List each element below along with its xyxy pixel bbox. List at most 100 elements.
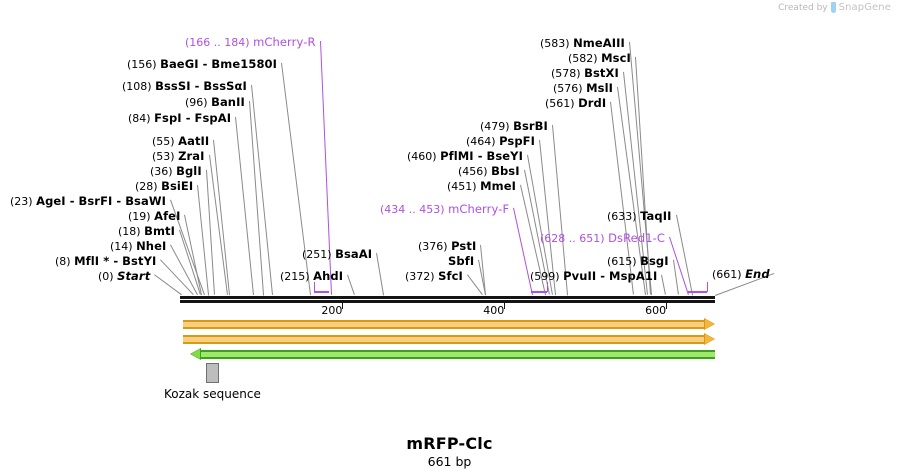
ruler-tick-label-400: 400 <box>483 304 505 317</box>
enzyme-label-mmei[interactable]: (451) MmeI <box>447 180 516 193</box>
enzyme-label-mcherry-r[interactable]: (166 .. 184) mCherry-R <box>185 36 316 49</box>
label-position-msli: (576) <box>553 82 587 95</box>
enzyme-label-mfli-bstyi[interactable]: (8) MflI * - BstYI <box>55 255 156 268</box>
enzyme-label-bgli[interactable]: (36) BglI <box>150 165 202 178</box>
enzyme-label-pflmi-bseyi[interactable]: (460) PflMI - BseYI <box>407 150 523 163</box>
enzyme-label-sfci[interactable]: (372) SfcI <box>405 270 463 283</box>
enzyme-label-bsrbi[interactable]: (479) BsrBI <box>480 120 548 133</box>
label-name-pflmi-bseyi-0: PflMI <box>440 149 474 163</box>
enzyme-label-afei[interactable]: (19) AfeI <box>128 210 180 223</box>
enzyme-label-baegi-bme1580i[interactable]: (156) BaeGI - Bme1580I <box>127 58 277 71</box>
label-name-bbsi-0: BbsI <box>491 164 520 178</box>
enzyme-label-bsgi[interactable]: (615) BsgI <box>607 255 669 268</box>
enzyme-label-bsaai[interactable]: (251) BsaAI <box>302 248 372 261</box>
feature-arrow-body <box>183 320 705 329</box>
label-name-bsrbi-0: BsrBI <box>513 119 548 133</box>
label-name-msci-0: MscI <box>601 51 631 65</box>
label-name-zrai-0: ZraI <box>178 149 205 163</box>
enzyme-label-banii[interactable]: (96) BanII <box>185 96 245 109</box>
feature-arrow-body <box>199 350 715 359</box>
enzyme-label-msli[interactable]: (576) MslI <box>553 82 613 95</box>
leader-line-ahdi <box>347 274 355 295</box>
primer-stem-mcherry-r-foot <box>314 282 316 292</box>
label-position-agei-bsrfi-bsawi: (23) <box>10 195 37 208</box>
enzyme-label-start[interactable]: (0) Start <box>98 270 150 283</box>
enzyme-label-end[interactable]: (661) End <box>712 268 770 281</box>
label-position-mcherry-f: (434 .. 453) <box>380 203 449 216</box>
label-separator: - <box>65 194 79 208</box>
label-position-bsrbi: (479) <box>480 120 514 133</box>
label-name-psti-0: PstI <box>451 239 477 253</box>
label-position-afei: (19) <box>128 210 155 223</box>
label-name-fspi-fspai-1: FspAI <box>194 111 232 125</box>
enzyme-label-psti[interactable]: (376) PstI <box>418 240 476 253</box>
label-position-bsaai: (251) <box>302 248 336 261</box>
label-separator: - <box>596 269 610 283</box>
label-position-mmei: (451) <box>447 180 481 193</box>
enzyme-label-taqii[interactable]: (633) TaqII <box>607 210 672 223</box>
enzyme-label-bsssi-bsssai[interactable]: (108) BssSI - BssSαI <box>122 80 247 93</box>
kozak-sequence-label: Kozak sequence <box>164 387 261 401</box>
enzyme-label-bbsi[interactable]: (456) BbsI <box>458 165 520 178</box>
label-name-mmei-0: MmeI <box>480 179 516 193</box>
label-position-bmti: (18) <box>118 225 145 238</box>
enzyme-label-mcherry-f[interactable]: (434 .. 453) mCherry-F <box>380 203 509 216</box>
ruler-tick-label-200: 200 <box>321 304 343 317</box>
label-position-nhei: (14) <box>110 240 137 253</box>
label-name-agei-bsrfi-bsawi-1: BsrFI <box>78 194 113 208</box>
feature-arrow-feature-orange-1[interactable] <box>183 318 715 330</box>
primer-foot-mcherry-r-foot[interactable] <box>314 291 329 293</box>
leader-line-sfci <box>467 274 483 295</box>
label-name-afei-0: AfeI <box>154 209 181 223</box>
label-position-msci: (582) <box>568 52 602 65</box>
enzyme-label-fspi-fspai[interactable]: (84) FspI - FspAI <box>128 112 231 125</box>
primer-foot-dsred1-c-foot[interactable] <box>688 291 707 293</box>
label-separator: - <box>112 194 126 208</box>
sequence-backbone <box>180 296 715 303</box>
enzyme-label-dsred1-c[interactable]: (628 .. 651) DsRed1-C <box>540 232 665 245</box>
label-position-drdi: (561) <box>545 97 579 110</box>
leader-line-aatii <box>213 139 230 295</box>
primer-stem-mcherry-f-foot <box>546 282 548 292</box>
plasmid-length: 661 bp <box>427 454 472 469</box>
ruler-tick-400 <box>503 303 505 309</box>
enzyme-label-sbfi[interactable]: SbfI <box>448 255 474 267</box>
label-name-sbfi-0: SbfI <box>448 254 475 268</box>
enzyme-label-agei-bsrfi-bsawi[interactable]: (23) AgeI - BsrFI - BsaWI <box>10 195 166 208</box>
label-name-mcherry-f-0: mCherry-F <box>448 202 510 216</box>
label-name-banii-0: BanII <box>211 95 245 109</box>
label-position-psti: (376) <box>418 240 452 253</box>
feature-arrow-feature-orange-2[interactable] <box>183 333 715 345</box>
enzyme-label-bmti[interactable]: (18) BmtI <box>118 225 175 238</box>
primer-foot-mcherry-f-foot[interactable] <box>531 291 547 293</box>
kozak-sequence-box[interactable] <box>206 363 219 383</box>
enzyme-label-nhei[interactable]: (14) NheI <box>110 240 166 253</box>
leader-line-bsssi-bsssai <box>251 84 273 295</box>
label-name-pspfi-0: PspFI <box>499 134 536 148</box>
feature-arrow-body <box>183 335 705 344</box>
label-name-pflmi-bseyi-1: BseYI <box>486 149 523 163</box>
backbone-inner-line <box>180 299 715 300</box>
enzyme-label-pspfi[interactable]: (464) PspFI <box>466 135 535 148</box>
label-name-agei-bsrfi-bsawi-0: AgeI <box>36 194 66 208</box>
feature-arrow-head <box>704 319 714 329</box>
label-separator: - <box>109 254 123 268</box>
enzyme-label-ahdi[interactable]: (215) AhdI <box>280 270 343 283</box>
feature-arrow-feature-green-1[interactable] <box>189 348 715 360</box>
feature-arrow-head <box>190 349 200 359</box>
label-name-pvuii-mspa1i-1: MspA1I <box>609 269 658 283</box>
snapgene-credit: Created by SnapGene <box>778 2 891 13</box>
label-name-bsssi-bsssai-1: BssSαI <box>203 79 247 93</box>
enzyme-label-bstxi[interactable]: (578) BstXI <box>551 67 619 80</box>
label-name-mfli-bstyi-1: BstYI <box>122 254 157 268</box>
enzyme-label-aatii[interactable]: (55) AatII <box>152 135 209 148</box>
enzyme-label-nmeaiii[interactable]: (583) NmeAIII <box>540 37 625 50</box>
enzyme-label-zrai[interactable]: (53) ZraI <box>152 150 205 163</box>
credit-prefix: Created by <box>778 2 828 13</box>
enzyme-label-msci[interactable]: (582) MscI <box>568 52 631 65</box>
label-name-ahdi-0: AhdI <box>313 269 344 283</box>
enzyme-label-drdi[interactable]: (561) DrdI <box>545 97 606 110</box>
enzyme-label-bsiei[interactable]: (28) BsiEI <box>135 180 193 193</box>
enzyme-label-pvuii-mspa1i[interactable]: (599) PvuII - MspA1I <box>530 270 657 283</box>
label-separator: - <box>190 79 204 93</box>
